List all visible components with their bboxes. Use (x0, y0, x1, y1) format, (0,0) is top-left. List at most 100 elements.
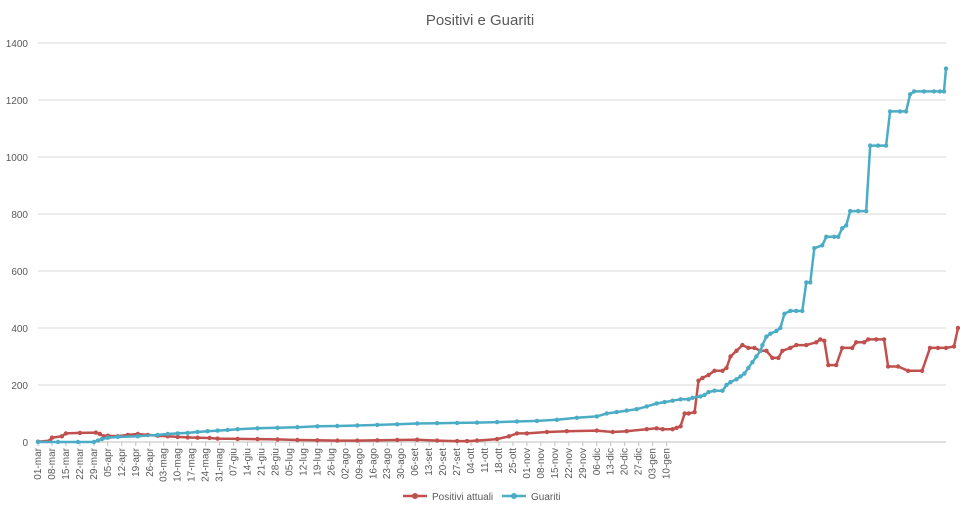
x-tick-label: 03-gen (648, 448, 659, 479)
data-point (848, 208, 853, 214)
data-point (63, 431, 69, 436)
x-tick-label: 12-apr (117, 447, 128, 477)
data-point (415, 437, 420, 442)
data-point (315, 424, 320, 429)
data-point (434, 438, 440, 443)
data-point (951, 344, 957, 349)
data-point (955, 325, 960, 331)
data-point (594, 414, 599, 419)
data-point (864, 208, 869, 214)
legend-item: Positivi attuali (403, 492, 493, 503)
x-tick-label: 08-nov (536, 448, 547, 479)
data-point (335, 423, 340, 429)
data-point (195, 429, 200, 435)
data-point (812, 246, 817, 251)
data-point (746, 365, 751, 371)
x-tick-label: 16-ago (368, 448, 379, 480)
x-tick-label: 12-lug (298, 448, 309, 476)
data-point (255, 436, 260, 442)
x-tick-label: 28-giu (270, 448, 281, 476)
data-point (814, 340, 819, 345)
data-point (868, 143, 873, 148)
data-point (836, 234, 841, 239)
data-point (225, 427, 230, 433)
data-point (175, 431, 180, 436)
data-point (195, 435, 200, 440)
data-point (840, 345, 845, 351)
data-point (670, 398, 675, 403)
data-point (464, 438, 470, 444)
data-point (921, 89, 927, 94)
data-point (355, 423, 360, 428)
data-point (524, 431, 530, 436)
data-point (115, 434, 121, 440)
data-point (943, 345, 949, 351)
data-point (700, 375, 705, 381)
x-tick-label: 13-dic (606, 448, 617, 475)
data-point (724, 382, 729, 388)
x-tick-label: 18-ott (494, 448, 505, 474)
data-point (49, 435, 55, 440)
data-point (794, 308, 799, 314)
x-tick-label: 30-ago (396, 448, 407, 480)
x-tick-label: 01-nov (522, 448, 533, 479)
data-point (698, 394, 703, 399)
data-point (686, 411, 691, 416)
y-tick-label: 200 (11, 381, 28, 392)
data-point (856, 208, 861, 214)
x-tick-label: 22-mar (75, 447, 86, 479)
data-point (93, 430, 99, 435)
x-tick-label: 27-dic (634, 448, 645, 475)
data-point (728, 354, 733, 359)
data-point (506, 434, 512, 439)
data-point (720, 368, 725, 373)
data-point (885, 364, 891, 369)
data-point (610, 429, 615, 435)
data-point (758, 348, 763, 353)
data-point (474, 420, 480, 425)
data-point (670, 427, 675, 432)
x-tick-label: 25-ott (508, 448, 519, 474)
data-point (99, 436, 105, 442)
data-point (724, 365, 729, 371)
data-point (59, 434, 65, 439)
data-point (75, 439, 81, 445)
data-point (415, 421, 420, 426)
data-point (97, 431, 103, 437)
x-axis-ticks: 01-mar 08-mar 15-mar 22-mar 29-mar 05-apr 12-a… (33, 442, 673, 482)
data-point (931, 89, 937, 94)
data-point (654, 426, 659, 431)
x-tick-label: 06-set (410, 448, 421, 476)
data-point (624, 408, 629, 413)
x-tick-label: 24-mag (201, 448, 212, 482)
data-point (734, 377, 739, 382)
x-tick-label: 09-ago (354, 448, 365, 480)
data-point (822, 338, 827, 343)
x-tick-label: 05-apr (103, 447, 114, 477)
x-tick-label: 02-ago (340, 448, 351, 480)
data-point (764, 334, 769, 339)
data-point (678, 424, 683, 429)
data-point (395, 422, 400, 427)
y-tick-label: 1400 (6, 39, 29, 50)
x-tick-label: 20-set (438, 448, 449, 476)
data-point (690, 395, 695, 400)
data-point (682, 411, 687, 416)
data-point (844, 223, 849, 228)
data-point (544, 429, 550, 435)
data-point (780, 348, 785, 353)
y-tick-label: 1200 (6, 96, 29, 107)
x-tick-label: 17-mag (187, 448, 198, 482)
x-tick-label: 26-lug (326, 448, 337, 476)
data-point (905, 368, 911, 373)
data-point (788, 308, 793, 314)
x-tick-label: 31-mag (215, 448, 226, 482)
data-point (738, 374, 743, 379)
data-point (207, 435, 212, 441)
data-point (794, 342, 799, 348)
data-point (895, 364, 901, 369)
data-point (883, 143, 889, 148)
data-point (804, 280, 809, 285)
x-tick-label: 07-giu (229, 448, 240, 476)
